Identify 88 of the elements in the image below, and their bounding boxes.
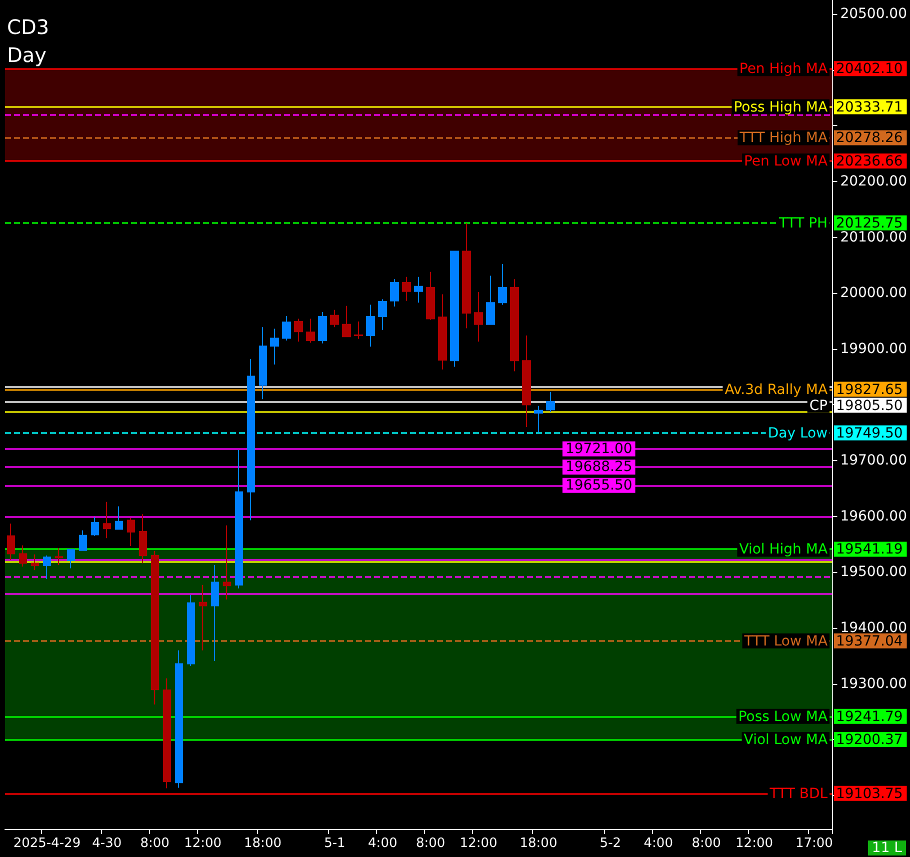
y-tick-label: 19700.00	[840, 452, 908, 469]
candlestick	[354, 321, 363, 340]
ref-line-label: Pen Low MA 20236.66	[744, 153, 903, 170]
candlestick	[127, 518, 135, 546]
y-tick-label: 19600.00	[840, 508, 908, 524]
x-tick-label: 2025-4-29	[13, 836, 81, 851]
ref-line-label: Viol High MA 19541.19	[739, 542, 903, 558]
candlestick	[223, 524, 231, 600]
ref-line-label: TTT BDL 19103.75	[768, 786, 903, 802]
candlestick	[306, 318, 315, 344]
ref-line-label: Day Low 19749.50	[768, 425, 903, 442]
x-tick-label: 18:00	[520, 836, 558, 851]
candlestick	[510, 278, 519, 372]
candlestick	[390, 278, 399, 307]
x-tick-label: 4-30	[92, 836, 122, 851]
candlestick	[175, 650, 183, 788]
candlestick	[378, 298, 387, 330]
x-tick-label: 18:00	[244, 836, 282, 851]
ref-line-label: Poss High MA 20333.71	[734, 99, 903, 116]
ref-line-label: TTT High MA 20278.26	[738, 130, 903, 146]
candlestick	[366, 304, 375, 348]
ref-line-label: 19721.00	[565, 440, 632, 457]
candlestick	[318, 312, 327, 344]
y-tick-label: 19900.00	[840, 340, 908, 357]
candlestick	[139, 514, 147, 564]
candlestick	[103, 501, 111, 539]
candlestick	[247, 358, 255, 521]
ref-line-label: 19655.50	[565, 477, 632, 494]
ref-line-label: TTT PH 20125.75	[778, 215, 903, 232]
ref-line-label: Pen High MA 20402.10	[739, 61, 903, 78]
candlestick	[7, 523, 15, 560]
ref-line-label: Poss Low MA 19241.79	[738, 708, 903, 725]
y-tick-label: 20000.00	[840, 285, 908, 302]
y-tick-label: 19300.00	[840, 676, 908, 692]
candlestick	[259, 326, 267, 400]
candlestick	[414, 276, 423, 304]
x-tick-label: 12:00	[460, 836, 498, 851]
x-tick-label: 5-2	[600, 836, 622, 851]
candlestick	[211, 564, 219, 662]
candlestick	[187, 594, 195, 666]
candlestick	[426, 271, 435, 320]
candlestick	[151, 550, 159, 706]
y-tick-label: 20500.00	[840, 6, 908, 22]
y-tick-label: 20200.00	[840, 173, 908, 190]
ref-line-label: 19688.25	[565, 459, 632, 476]
candlestick	[402, 276, 411, 302]
candlestick	[462, 222, 471, 329]
x-tick-label: 12:00	[184, 836, 222, 851]
candlestick	[282, 315, 291, 342]
candlestick	[199, 584, 207, 651]
x-tick-label: 5-1	[324, 836, 346, 851]
x-tick-label: 4:00	[644, 836, 673, 851]
candlestick	[55, 548, 63, 566]
candlestick	[79, 530, 87, 551]
candlestick	[498, 264, 507, 306]
candlestick	[235, 449, 243, 589]
candlestick	[342, 305, 351, 338]
candlestick	[522, 335, 531, 428]
candlestick	[91, 516, 99, 536]
ref-line-label: Viol Low MA 19200.37	[744, 732, 903, 748]
text: Day	[7, 43, 47, 67]
x-tick-label: 8:00	[140, 836, 170, 851]
candlestick	[163, 678, 171, 789]
text: CD3	[7, 15, 50, 39]
candlestick	[486, 275, 495, 326]
candlestick	[19, 544, 27, 568]
candlestick	[294, 318, 303, 342]
y-tick-label: 19500.00	[840, 564, 908, 580]
y-tick-label: 20100.00	[840, 229, 908, 246]
candlestick	[67, 548, 75, 569]
candlestick	[534, 405, 543, 434]
candlestick	[43, 554, 51, 580]
candlestick	[474, 291, 483, 342]
x-tick-label: 12:00	[736, 836, 774, 851]
candlestick	[330, 309, 339, 328]
x-tick-label: 8:00	[692, 836, 721, 851]
candlestick	[450, 250, 459, 368]
candlestick	[115, 506, 123, 530]
ref-line-label: Av.3d Rally MA 19827.65	[724, 382, 903, 398]
candlestick	[270, 328, 279, 366]
candlestick	[546, 391, 555, 412]
x-tick-label: 8:00	[416, 836, 446, 851]
candlestick	[31, 554, 39, 570]
x-tick-label: 4:00	[368, 836, 398, 851]
x-tick-label: 17:00	[795, 836, 833, 851]
ref-line-label: CP 19805.50	[809, 398, 903, 414]
candlestick	[438, 294, 447, 370]
text: 11 L	[872, 840, 902, 856]
